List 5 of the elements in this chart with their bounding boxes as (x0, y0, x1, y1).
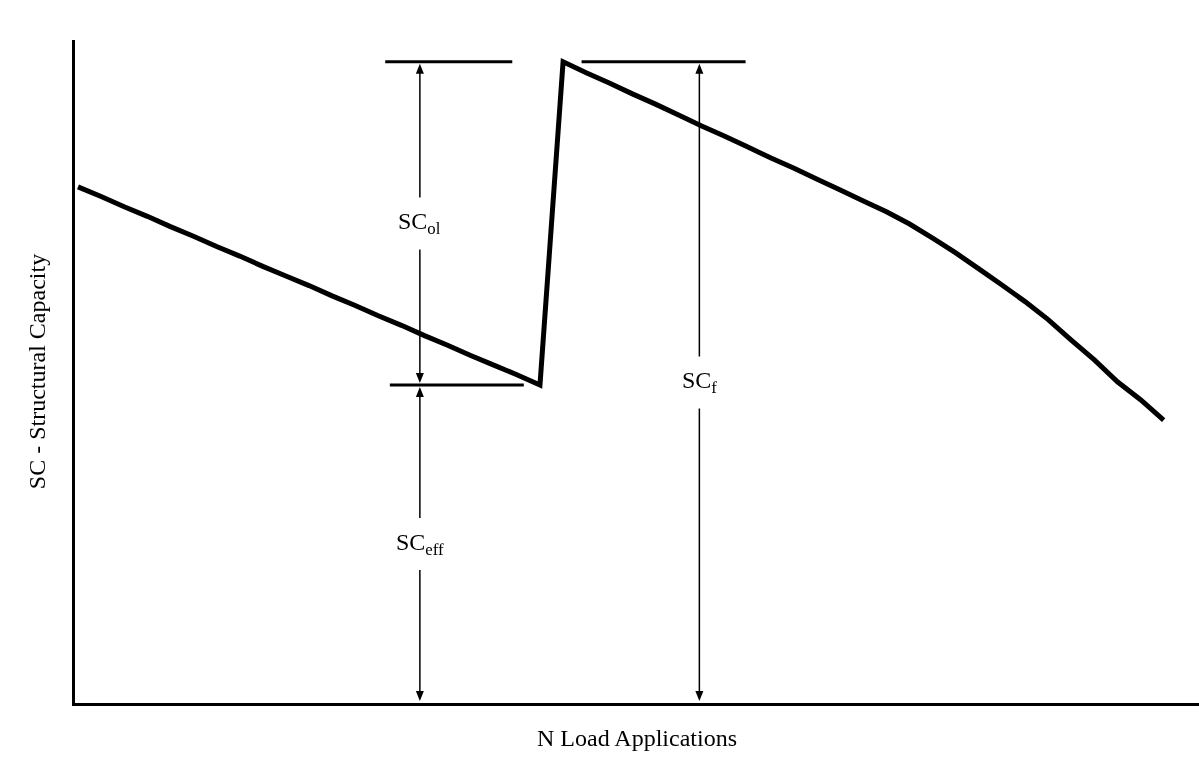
annotation: SC$_{eff}$ (396, 529, 445, 560)
annotation: SC$_{ol}$ (398, 208, 441, 239)
annotation: SC$_{f}$ (682, 367, 718, 398)
y-axis-title: SC - Structural Capacity (24, 253, 51, 490)
x-axis-title: N Load Applications (537, 725, 737, 752)
